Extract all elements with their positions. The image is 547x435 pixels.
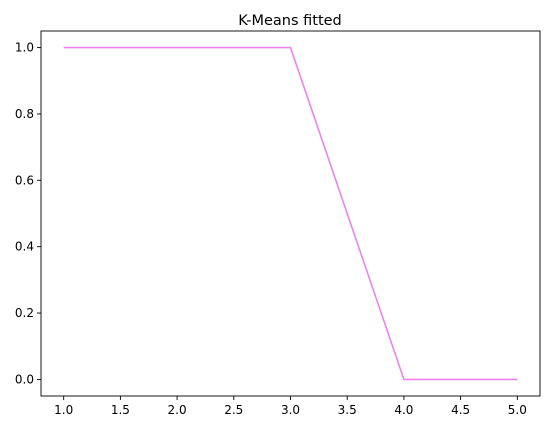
y-tick-label: 0.0 [15,372,34,386]
plot-frame [40,30,541,397]
series-line-0 [63,46,518,381]
plot-area [63,46,518,381]
x-tick-label: 4.0 [394,403,413,417]
y-tick-label: 0.2 [15,306,34,320]
x-tick-label: 1.0 [54,403,73,417]
y-tick-label: 1.0 [15,41,34,55]
x-tick-label: 3.0 [281,403,300,417]
x-tick-label: 3.5 [338,403,357,417]
y-tick-label: 0.8 [15,107,34,121]
y-tick-label: 0.4 [15,240,34,254]
x-tick-label: 5.0 [508,403,527,417]
chart-title: K-Means fitted [238,13,342,29]
x-tick-label: 4.5 [451,403,470,417]
x-tick-label: 2.5 [224,403,243,417]
y-tick-label: 0.6 [15,173,34,187]
axes: 1.0 1.5 2.0 2.5 3.0 3.5 4.0 4.5 5.0 0.0 0.2 0.4 0.6 0… [15,30,541,417]
x-tick-label: 1.5 [111,403,130,417]
x-tick-label: 2.0 [168,403,187,417]
